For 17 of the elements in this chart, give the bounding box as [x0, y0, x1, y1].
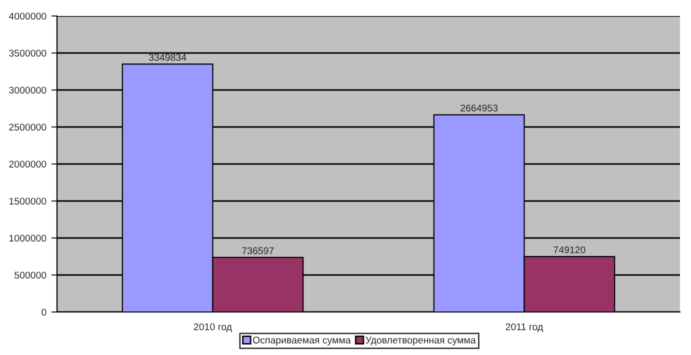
y-tick-label: 3000000: [9, 86, 46, 94]
data-label: 3349834: [149, 54, 186, 61]
legend-label: Оспариваемая сумма: [253, 336, 351, 346]
y-tick-label: 1500000: [9, 198, 46, 205]
y-tick-label: 2000000: [9, 160, 46, 168]
y-tick-label: 500000: [14, 272, 46, 279]
y-tick-label: 3500000: [9, 50, 46, 57]
x-tick-label: 2010 год: [194, 323, 232, 332]
y-tick-label: 4000000: [8, 12, 46, 20]
data-label: 2664953: [460, 104, 498, 112]
y-tick-label: 1000000: [9, 234, 46, 242]
y-tick-label: 2500000: [9, 124, 46, 131]
data-label: 736597: [242, 247, 274, 254]
data-label: 749120: [554, 246, 586, 254]
legend-label: Удовлетворенная сумма: [366, 336, 476, 346]
x-tick-label: 2011 год: [506, 323, 543, 332]
y-tick-label: 0: [42, 308, 46, 316]
